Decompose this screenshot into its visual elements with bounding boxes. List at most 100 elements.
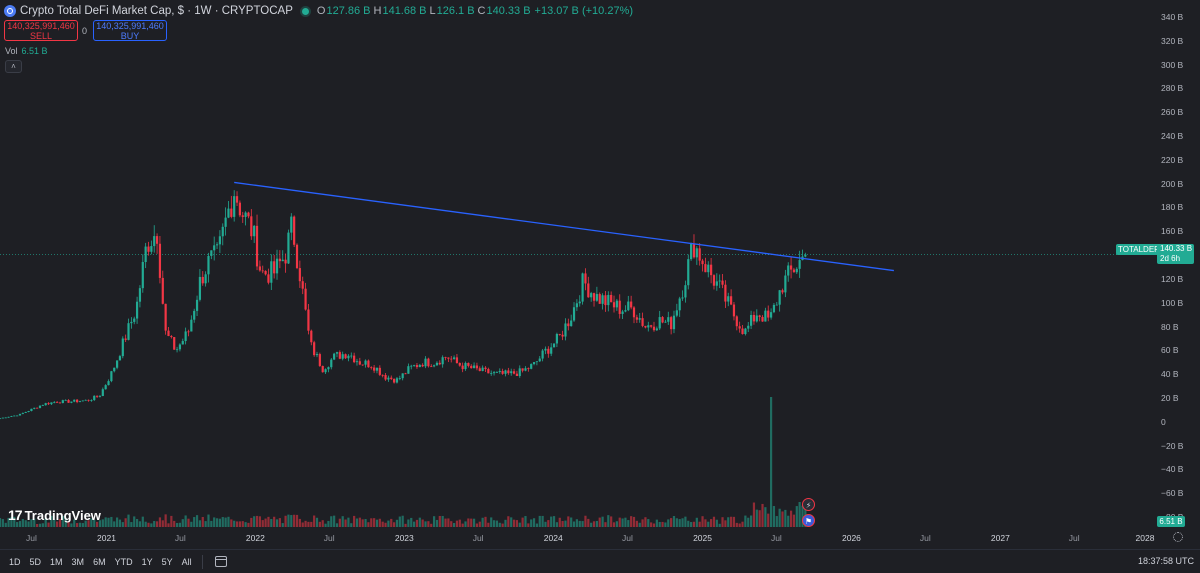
buy-button[interactable]: 140,325,991,460 BUY bbox=[93, 20, 167, 41]
candle-body bbox=[555, 333, 558, 344]
candle-body bbox=[630, 301, 633, 308]
volume-bar bbox=[461, 523, 464, 527]
candle-body bbox=[607, 294, 610, 306]
candle-body bbox=[452, 357, 456, 359]
trendline[interactable] bbox=[234, 181, 894, 272]
candle-body bbox=[367, 360, 370, 368]
candle-body bbox=[281, 259, 284, 262]
candle-body bbox=[221, 226, 224, 237]
volume-bar bbox=[67, 521, 70, 527]
candle-body bbox=[153, 236, 156, 247]
chart-title[interactable]: Crypto Total DeFi Market Cap, $ · 1W · C… bbox=[20, 5, 293, 17]
volume-bar bbox=[507, 516, 510, 527]
candle-body bbox=[730, 296, 733, 305]
volume-legend[interactable]: Vol 6.51 B bbox=[5, 46, 48, 56]
candle-body bbox=[667, 317, 670, 322]
volume-bar bbox=[678, 519, 681, 527]
candle-body bbox=[604, 295, 607, 306]
candle-body bbox=[512, 371, 516, 374]
range-button-5y[interactable]: 5Y bbox=[161, 556, 173, 567]
x-axis-tick-label: Jul bbox=[472, 533, 484, 543]
volume-bar bbox=[618, 517, 621, 527]
volume-bar bbox=[21, 518, 24, 527]
symbol-price-tag: TOTALDEFI bbox=[1116, 244, 1164, 255]
range-button-1m[interactable]: 1M bbox=[50, 556, 63, 567]
tradingview-logo-mark: 17 bbox=[8, 507, 23, 523]
candle-body bbox=[758, 315, 761, 317]
volume-bar bbox=[250, 517, 253, 527]
candle-body bbox=[738, 326, 741, 329]
volume-bar bbox=[344, 519, 347, 527]
candle-body bbox=[164, 303, 167, 331]
date-range-icon[interactable] bbox=[214, 556, 227, 567]
volume-bar bbox=[273, 516, 276, 527]
candle-body bbox=[358, 361, 361, 365]
sell-button[interactable]: 140,325,991,460 SELL bbox=[4, 20, 78, 41]
volume-bar bbox=[398, 516, 401, 527]
price-candles bbox=[0, 190, 807, 420]
candle-body bbox=[16, 415, 19, 417]
volume-bar bbox=[387, 520, 390, 527]
volume-bar bbox=[564, 520, 567, 527]
candle-body bbox=[761, 316, 764, 322]
volume-bar bbox=[741, 521, 744, 527]
volume-bar bbox=[16, 522, 19, 527]
volume-bar bbox=[789, 510, 793, 527]
range-button-6m[interactable]: 6M bbox=[93, 556, 106, 567]
candle-body bbox=[641, 318, 644, 326]
volume-bar bbox=[36, 523, 39, 527]
ohlc-low: L126.1 B bbox=[429, 5, 475, 17]
candle-body bbox=[30, 408, 33, 412]
candle-body bbox=[175, 349, 179, 351]
candle-body bbox=[692, 243, 696, 258]
range-button-5d[interactable]: 5D bbox=[29, 556, 42, 567]
candle-body bbox=[87, 399, 90, 401]
y-axis-tick-label: 80 B bbox=[1161, 321, 1179, 332]
range-button-3m[interactable]: 3M bbox=[71, 556, 85, 567]
volume-bar bbox=[193, 517, 196, 527]
volume-bar bbox=[532, 518, 536, 527]
tradingview-logo[interactable]: 17 TradingView bbox=[8, 507, 101, 523]
candle-body bbox=[572, 307, 576, 321]
volume-bar bbox=[375, 519, 379, 527]
y-axis-tick-label: 0 bbox=[1161, 416, 1166, 427]
candle-body bbox=[101, 389, 104, 397]
candle-body bbox=[744, 328, 747, 335]
toolbar-divider bbox=[201, 554, 203, 569]
volume-bar bbox=[761, 503, 764, 527]
range-button-all[interactable]: All bbox=[181, 556, 192, 567]
lightning-event-icon[interactable]: ⚡ bbox=[802, 498, 815, 511]
range-button-ytd[interactable]: YTD bbox=[114, 556, 133, 567]
volume-bar bbox=[267, 516, 270, 527]
candle-body bbox=[127, 323, 130, 340]
candle-body bbox=[215, 244, 219, 246]
volume-bar bbox=[153, 521, 156, 527]
chevron-up-icon[interactable]: ˄ bbox=[5, 60, 22, 73]
volume-bar bbox=[578, 520, 581, 527]
candle-body bbox=[250, 216, 253, 237]
volume-bar bbox=[355, 518, 359, 527]
candle-body bbox=[378, 367, 381, 375]
volume-bar bbox=[524, 516, 527, 527]
candle-body bbox=[190, 319, 193, 332]
volume-bar bbox=[290, 515, 293, 527]
utc-clock[interactable]: 18:37:58 UTC bbox=[1137, 556, 1194, 566]
y-axis-tick-label: 280 B bbox=[1161, 83, 1184, 94]
candle-body bbox=[447, 357, 450, 359]
candle-body bbox=[647, 325, 650, 328]
y-axis-tick-label: −60 B bbox=[1161, 488, 1184, 499]
volume-bar bbox=[201, 516, 204, 527]
volume-bar bbox=[38, 523, 42, 527]
volume-bar bbox=[495, 520, 499, 527]
range-button-1y[interactable]: 1Y bbox=[141, 556, 153, 567]
settings-gear-icon[interactable] bbox=[1173, 532, 1183, 542]
range-button-1d[interactable]: 1D bbox=[9, 556, 21, 567]
volume-bar bbox=[518, 522, 521, 527]
volume-bar bbox=[758, 510, 761, 527]
candle-body bbox=[507, 370, 510, 374]
us-flag-event-icon[interactable]: ⚑ bbox=[802, 514, 815, 527]
volume-bar bbox=[181, 519, 184, 527]
candle-body bbox=[355, 361, 359, 363]
candle-body bbox=[218, 236, 222, 245]
